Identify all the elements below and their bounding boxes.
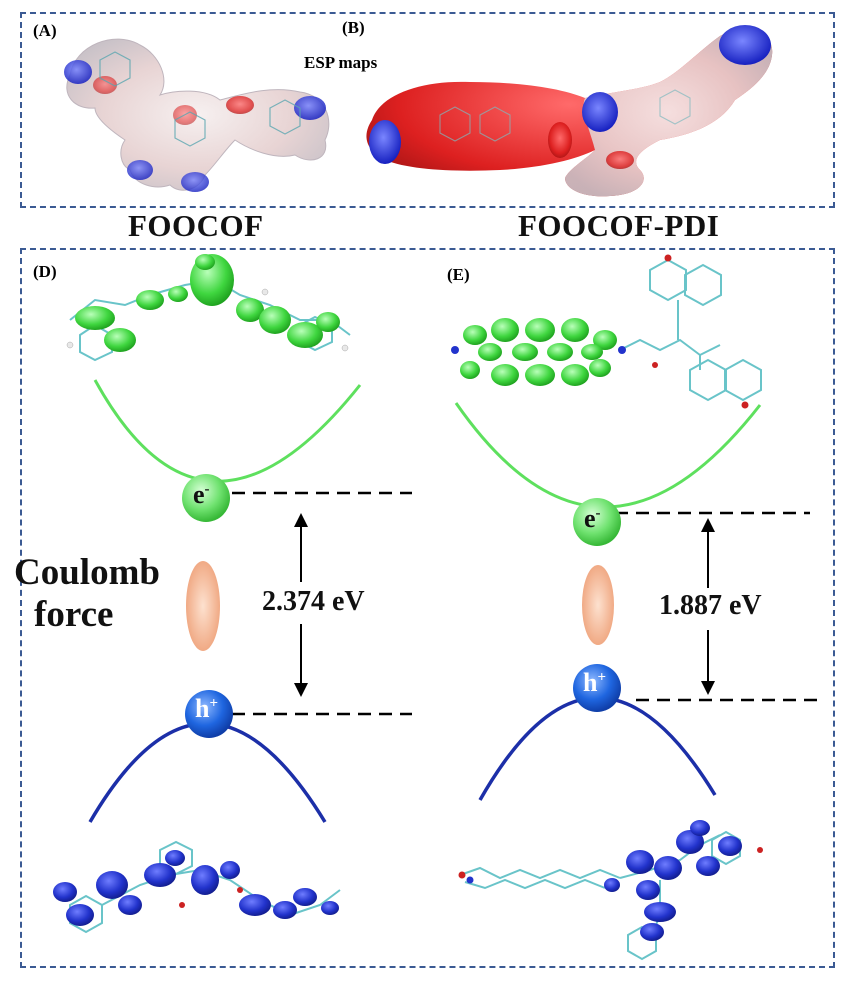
coulomb-line-2: force <box>34 594 114 635</box>
hole-charge: + <box>209 695 219 712</box>
coulomb-ellipse-right <box>582 565 614 645</box>
hole-symbol: h <box>583 668 598 697</box>
electron-label-right: e- <box>584 504 601 534</box>
electron-charge: - <box>204 481 210 498</box>
coulomb-ellipse-left <box>186 561 220 651</box>
homo-orbital-foocof <box>53 840 341 934</box>
panel-label-e: (E) <box>447 265 470 284</box>
electron-ball-right <box>573 498 621 546</box>
hole-charge: + <box>597 669 607 686</box>
panel-label-a: (A) <box>33 21 57 40</box>
foocof-pdi-label: FOOCOF-PDI <box>518 208 720 243</box>
energy-gap-foocof-pdi: 1.887 eV <box>659 590 762 621</box>
lumo-orbital-foocof-pdi <box>451 254 762 409</box>
coulomb-line-1: Coulomb <box>14 552 160 593</box>
hole-ball-right <box>573 664 621 712</box>
conduction-band-curve-left <box>93 379 362 483</box>
esp-map-foocof <box>64 38 330 192</box>
foocof-label: FOOCOF <box>128 208 264 243</box>
panel-label-b: (B) <box>342 18 365 37</box>
energy-gap-foocof: 2.374 eV <box>262 586 365 617</box>
hole-ball-left <box>185 690 233 738</box>
energy-diagram-foocof-pdi <box>454 402 818 801</box>
conduction-band-curve-right <box>454 402 762 509</box>
valence-band-curve-right <box>478 696 717 801</box>
electron-symbol: e <box>584 504 596 533</box>
panel-label-d: (D) <box>33 262 57 281</box>
esp-maps-label: ESP maps <box>304 53 378 72</box>
esp-map-foocof-pdi <box>366 25 773 197</box>
electron-symbol: e <box>193 480 205 509</box>
hole-label-right: h+ <box>583 668 606 698</box>
energy-diagram-foocof <box>88 379 412 823</box>
energy-panel-frame <box>20 248 835 968</box>
homo-orbital-foocof-pdi <box>458 820 763 961</box>
electron-label-left: e- <box>193 480 210 510</box>
electron-ball-left <box>182 474 230 522</box>
esp-panel-frame <box>20 12 835 208</box>
lumo-orbital-foocof <box>66 254 351 362</box>
electron-charge: - <box>595 505 601 522</box>
hole-label-left: h+ <box>195 694 218 724</box>
valence-band-curve-left <box>88 721 327 823</box>
coulomb-label: Coulomb force <box>14 552 160 636</box>
hole-symbol: h <box>195 694 210 723</box>
